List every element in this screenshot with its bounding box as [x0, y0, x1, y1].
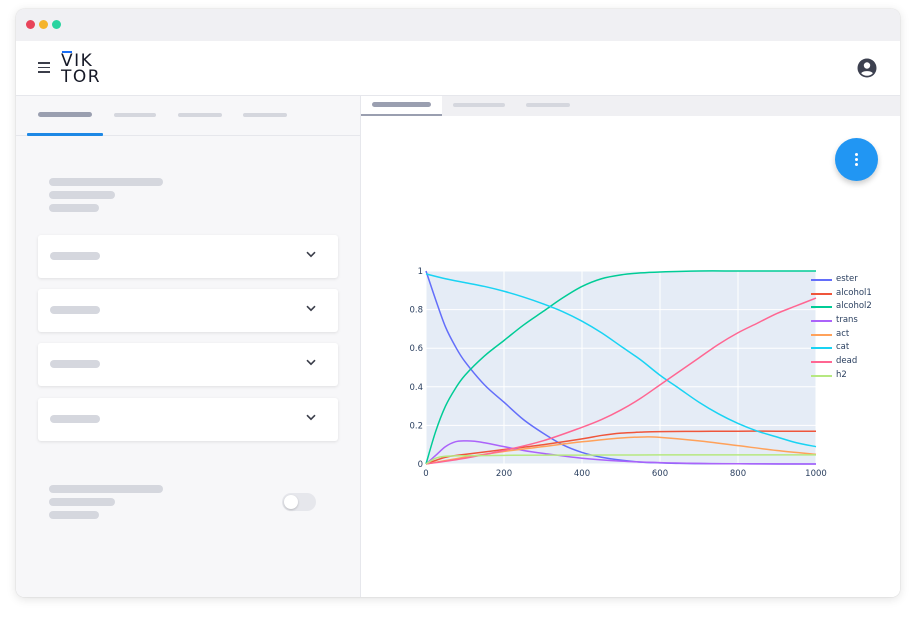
logo-text-top: VIK: [61, 51, 94, 71]
legend-item-dead[interactable]: dead: [811, 355, 891, 369]
text-placeholder: [49, 498, 115, 506]
section-title-placeholder: [50, 306, 100, 314]
section-title-placeholder: [50, 360, 100, 368]
series-line-dead: [425, 297, 817, 465]
legend-swatch: [811, 347, 832, 350]
active-tab-indicator: [27, 133, 103, 136]
legend-label: alcohol1: [836, 287, 872, 298]
tab-2[interactable]: [114, 113, 156, 117]
section-title-placeholder: [50, 252, 100, 260]
legend-item-act[interactable]: act: [811, 328, 891, 342]
heading-placeholder: [49, 178, 163, 186]
series-line-trans: [425, 440, 817, 465]
line-chart: 0 0.2 0.4 0.6 0.8 1 0 200 400 600 800 1000: [409, 267, 827, 479]
result-tab-bar: [361, 96, 900, 116]
result-tab-active[interactable]: [361, 96, 442, 116]
text-placeholder: [49, 511, 99, 519]
series-line-cat: [425, 273, 817, 448]
y-tick-label: 0.2: [409, 421, 423, 431]
text-placeholder: [49, 204, 99, 212]
legend-swatch: [811, 333, 832, 336]
legend-swatch: [811, 279, 832, 281]
y-tick-label: 0.6: [409, 344, 423, 354]
chevron-down-icon[interactable]: [306, 414, 316, 421]
x-tick-label: 400: [574, 469, 590, 479]
toggle-label-placeholder: [49, 485, 163, 493]
main-panel: 0 0.2 0.4 0.6 0.8 1 0 200 400 600 800 1000 ester alc…: [361, 96, 900, 597]
collapsible-section[interactable]: [38, 398, 338, 441]
legend-item-alcohol1[interactable]: alcohol1: [811, 287, 891, 301]
section-title-placeholder: [50, 415, 100, 423]
y-tick-label: 0.8: [409, 306, 423, 316]
legend-item-cat[interactable]: cat: [811, 341, 891, 355]
toggle-switch[interactable]: [282, 493, 316, 511]
x-tick-label: 1000: [805, 469, 827, 479]
collapsible-section[interactable]: [38, 343, 338, 386]
legend-swatch: [811, 361, 832, 364]
legend-swatch: [811, 374, 832, 377]
active-tab-indicator: [361, 114, 442, 116]
tab-1[interactable]: [38, 112, 92, 117]
legend-item-alcohol2[interactable]: alcohol2: [811, 300, 891, 314]
tab-3[interactable]: [178, 113, 222, 117]
hamburger-icon[interactable]: [38, 62, 50, 73]
close-window-dot[interactable]: [26, 20, 35, 29]
logo-text-bottom: TOR: [61, 67, 102, 87]
chevron-down-icon[interactable]: [306, 359, 316, 366]
legend-label: trans: [836, 315, 858, 326]
y-tick-label: 0: [418, 460, 423, 470]
legend-item-h2[interactable]: h2: [811, 369, 891, 383]
y-tick-label: 0.4: [409, 383, 423, 393]
legend-label: ester: [836, 274, 858, 284]
chart-legend: ester alcohol1 alcohol2 trans act cat dead h2: [811, 273, 891, 383]
maximize-window-dot[interactable]: [52, 20, 61, 29]
app-header: VIK TOR: [16, 41, 900, 96]
tab-4[interactable]: [243, 113, 287, 117]
x-tick-label: 800: [730, 469, 746, 479]
legend-swatch: [811, 306, 832, 309]
text-placeholder: [49, 191, 115, 199]
toggle-knob: [284, 495, 298, 509]
browser-window: VIK TOR: [16, 9, 900, 597]
series-line-alcohol1: [425, 430, 816, 465]
legend-label: h2: [836, 369, 847, 380]
legend-item-ester[interactable]: ester: [811, 273, 891, 287]
legend-swatch: [811, 320, 832, 323]
series-line-h2: [425, 454, 816, 465]
legend-label: alcohol2: [836, 301, 872, 312]
y-tick-label: 1: [418, 267, 423, 277]
account-circle-icon[interactable]: [857, 58, 877, 78]
chevron-down-icon[interactable]: [306, 251, 316, 258]
series-line-alcohol2: [425, 270, 816, 465]
legend-swatch: [811, 292, 832, 295]
chevron-down-icon[interactable]: [306, 305, 316, 312]
left-tab-bar: [16, 96, 360, 136]
minimize-window-dot[interactable]: [39, 20, 48, 29]
result-tab-3[interactable]: [526, 103, 570, 107]
collapsible-section[interactable]: [38, 289, 338, 332]
x-tick-label: 200: [496, 469, 512, 479]
result-tab-2[interactable]: [453, 103, 505, 107]
x-tick-label: 600: [652, 469, 668, 479]
legend-label: cat: [836, 342, 850, 353]
legend-item-trans[interactable]: trans: [811, 314, 891, 328]
legend-label: act: [836, 328, 850, 339]
collapsible-section[interactable]: [38, 235, 338, 278]
plot-background: [426, 271, 816, 464]
window-titlebar: [16, 9, 900, 41]
x-tick-label: 0: [423, 469, 428, 479]
more-options-button[interactable]: [835, 138, 878, 181]
tab-label-placeholder: [372, 102, 431, 107]
left-panel: [16, 96, 361, 597]
legend-label: dead: [836, 356, 858, 367]
viktor-logo: VIK TOR: [61, 50, 103, 86]
